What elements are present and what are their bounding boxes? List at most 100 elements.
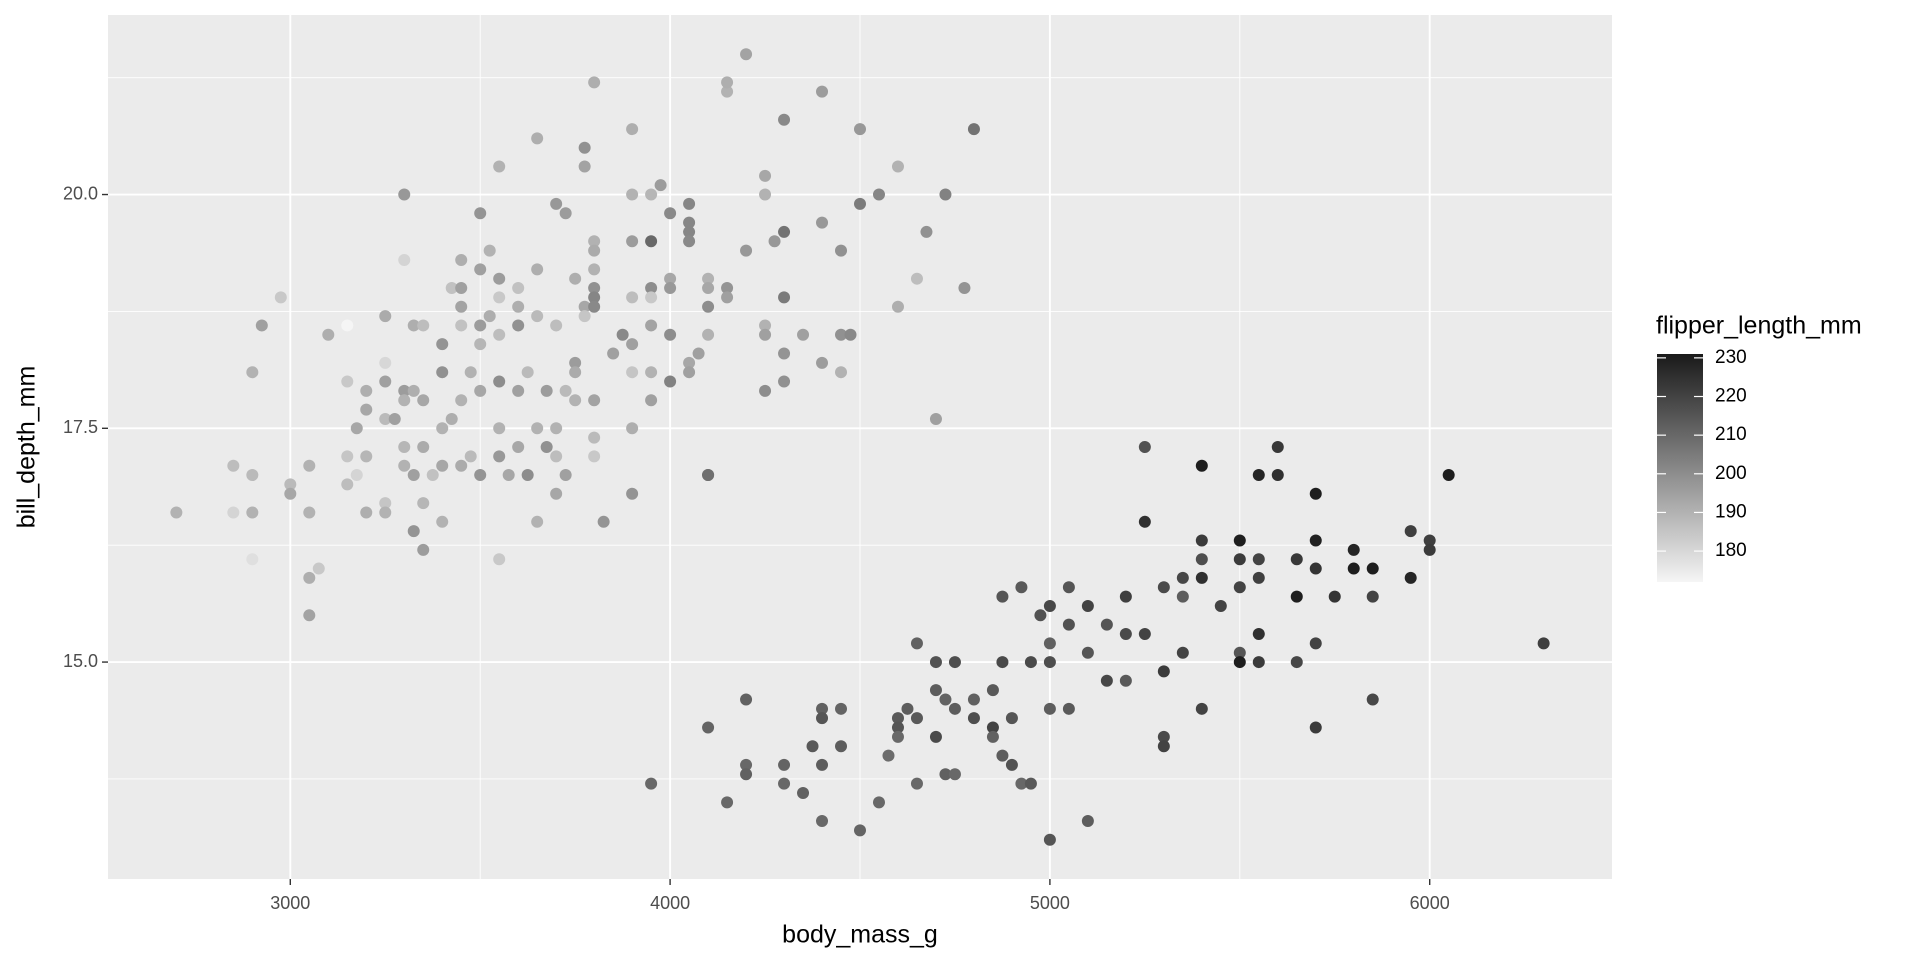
x-tick-label: 4000 [650, 893, 690, 913]
point [929, 684, 942, 697]
point [778, 113, 791, 126]
point [1366, 562, 1379, 575]
point [407, 384, 420, 397]
point [1157, 581, 1170, 594]
point [588, 244, 601, 257]
point [1195, 571, 1208, 584]
point [531, 422, 544, 435]
point [569, 356, 582, 369]
point [645, 188, 658, 201]
point [417, 497, 430, 510]
point [407, 319, 420, 332]
point [1043, 702, 1056, 715]
point [407, 469, 420, 482]
point [939, 188, 952, 201]
point [474, 207, 487, 220]
point [445, 412, 458, 425]
point [1157, 740, 1170, 753]
point [493, 160, 506, 173]
point [246, 506, 259, 519]
point [1404, 525, 1417, 538]
point [986, 721, 999, 734]
point [626, 291, 639, 304]
point [379, 412, 392, 425]
point [910, 777, 923, 790]
point [910, 712, 923, 725]
point [455, 300, 468, 313]
point [626, 235, 639, 248]
point [588, 76, 601, 89]
point [455, 459, 468, 472]
point [531, 132, 544, 145]
point [882, 749, 895, 762]
point [835, 740, 848, 753]
point [1119, 590, 1132, 603]
point [872, 796, 885, 809]
point [588, 394, 601, 407]
point [550, 319, 563, 332]
point [721, 291, 734, 304]
point [939, 768, 952, 781]
point [493, 328, 506, 341]
point [1024, 656, 1037, 669]
point [986, 730, 999, 743]
point [929, 412, 942, 425]
point [1119, 674, 1132, 687]
point [588, 263, 601, 276]
point [1271, 469, 1284, 482]
point [388, 412, 401, 425]
point [379, 497, 392, 510]
point [844, 328, 857, 341]
point [645, 291, 658, 304]
point [398, 384, 411, 397]
point [426, 469, 439, 482]
point [1233, 534, 1246, 547]
point [578, 310, 591, 323]
colorbar [1657, 354, 1703, 582]
point [1024, 777, 1037, 790]
point [1233, 553, 1246, 566]
point [1081, 646, 1094, 659]
point [721, 76, 734, 89]
y-tick-label: 17.5 [63, 417, 98, 437]
point [778, 347, 791, 360]
point [1043, 656, 1056, 669]
point [1138, 628, 1151, 641]
point [540, 384, 553, 397]
point [303, 506, 316, 519]
point [455, 319, 468, 332]
point [436, 338, 449, 351]
point [939, 693, 952, 706]
point [227, 459, 240, 472]
point [350, 422, 363, 435]
point [1138, 515, 1151, 528]
point [540, 441, 553, 453]
point [1290, 590, 1303, 603]
point [341, 478, 354, 491]
point [436, 422, 449, 435]
point [569, 272, 582, 285]
point [559, 469, 572, 482]
point [967, 123, 980, 136]
point [910, 272, 923, 285]
point [626, 366, 639, 379]
point [398, 441, 411, 453]
point [1233, 656, 1246, 669]
point [740, 693, 753, 706]
x-tick-label: 3000 [270, 893, 310, 913]
point [664, 282, 677, 295]
point [521, 469, 534, 482]
point [1328, 590, 1341, 603]
point [702, 328, 715, 341]
point [170, 506, 183, 519]
point [759, 188, 772, 201]
point [996, 656, 1009, 669]
point [1176, 571, 1189, 584]
point [626, 123, 639, 136]
point [835, 366, 848, 379]
point [588, 235, 601, 248]
point [379, 506, 392, 519]
colorbar-tick-label: 230 [1715, 347, 1747, 368]
point [986, 684, 999, 697]
point [341, 319, 354, 332]
